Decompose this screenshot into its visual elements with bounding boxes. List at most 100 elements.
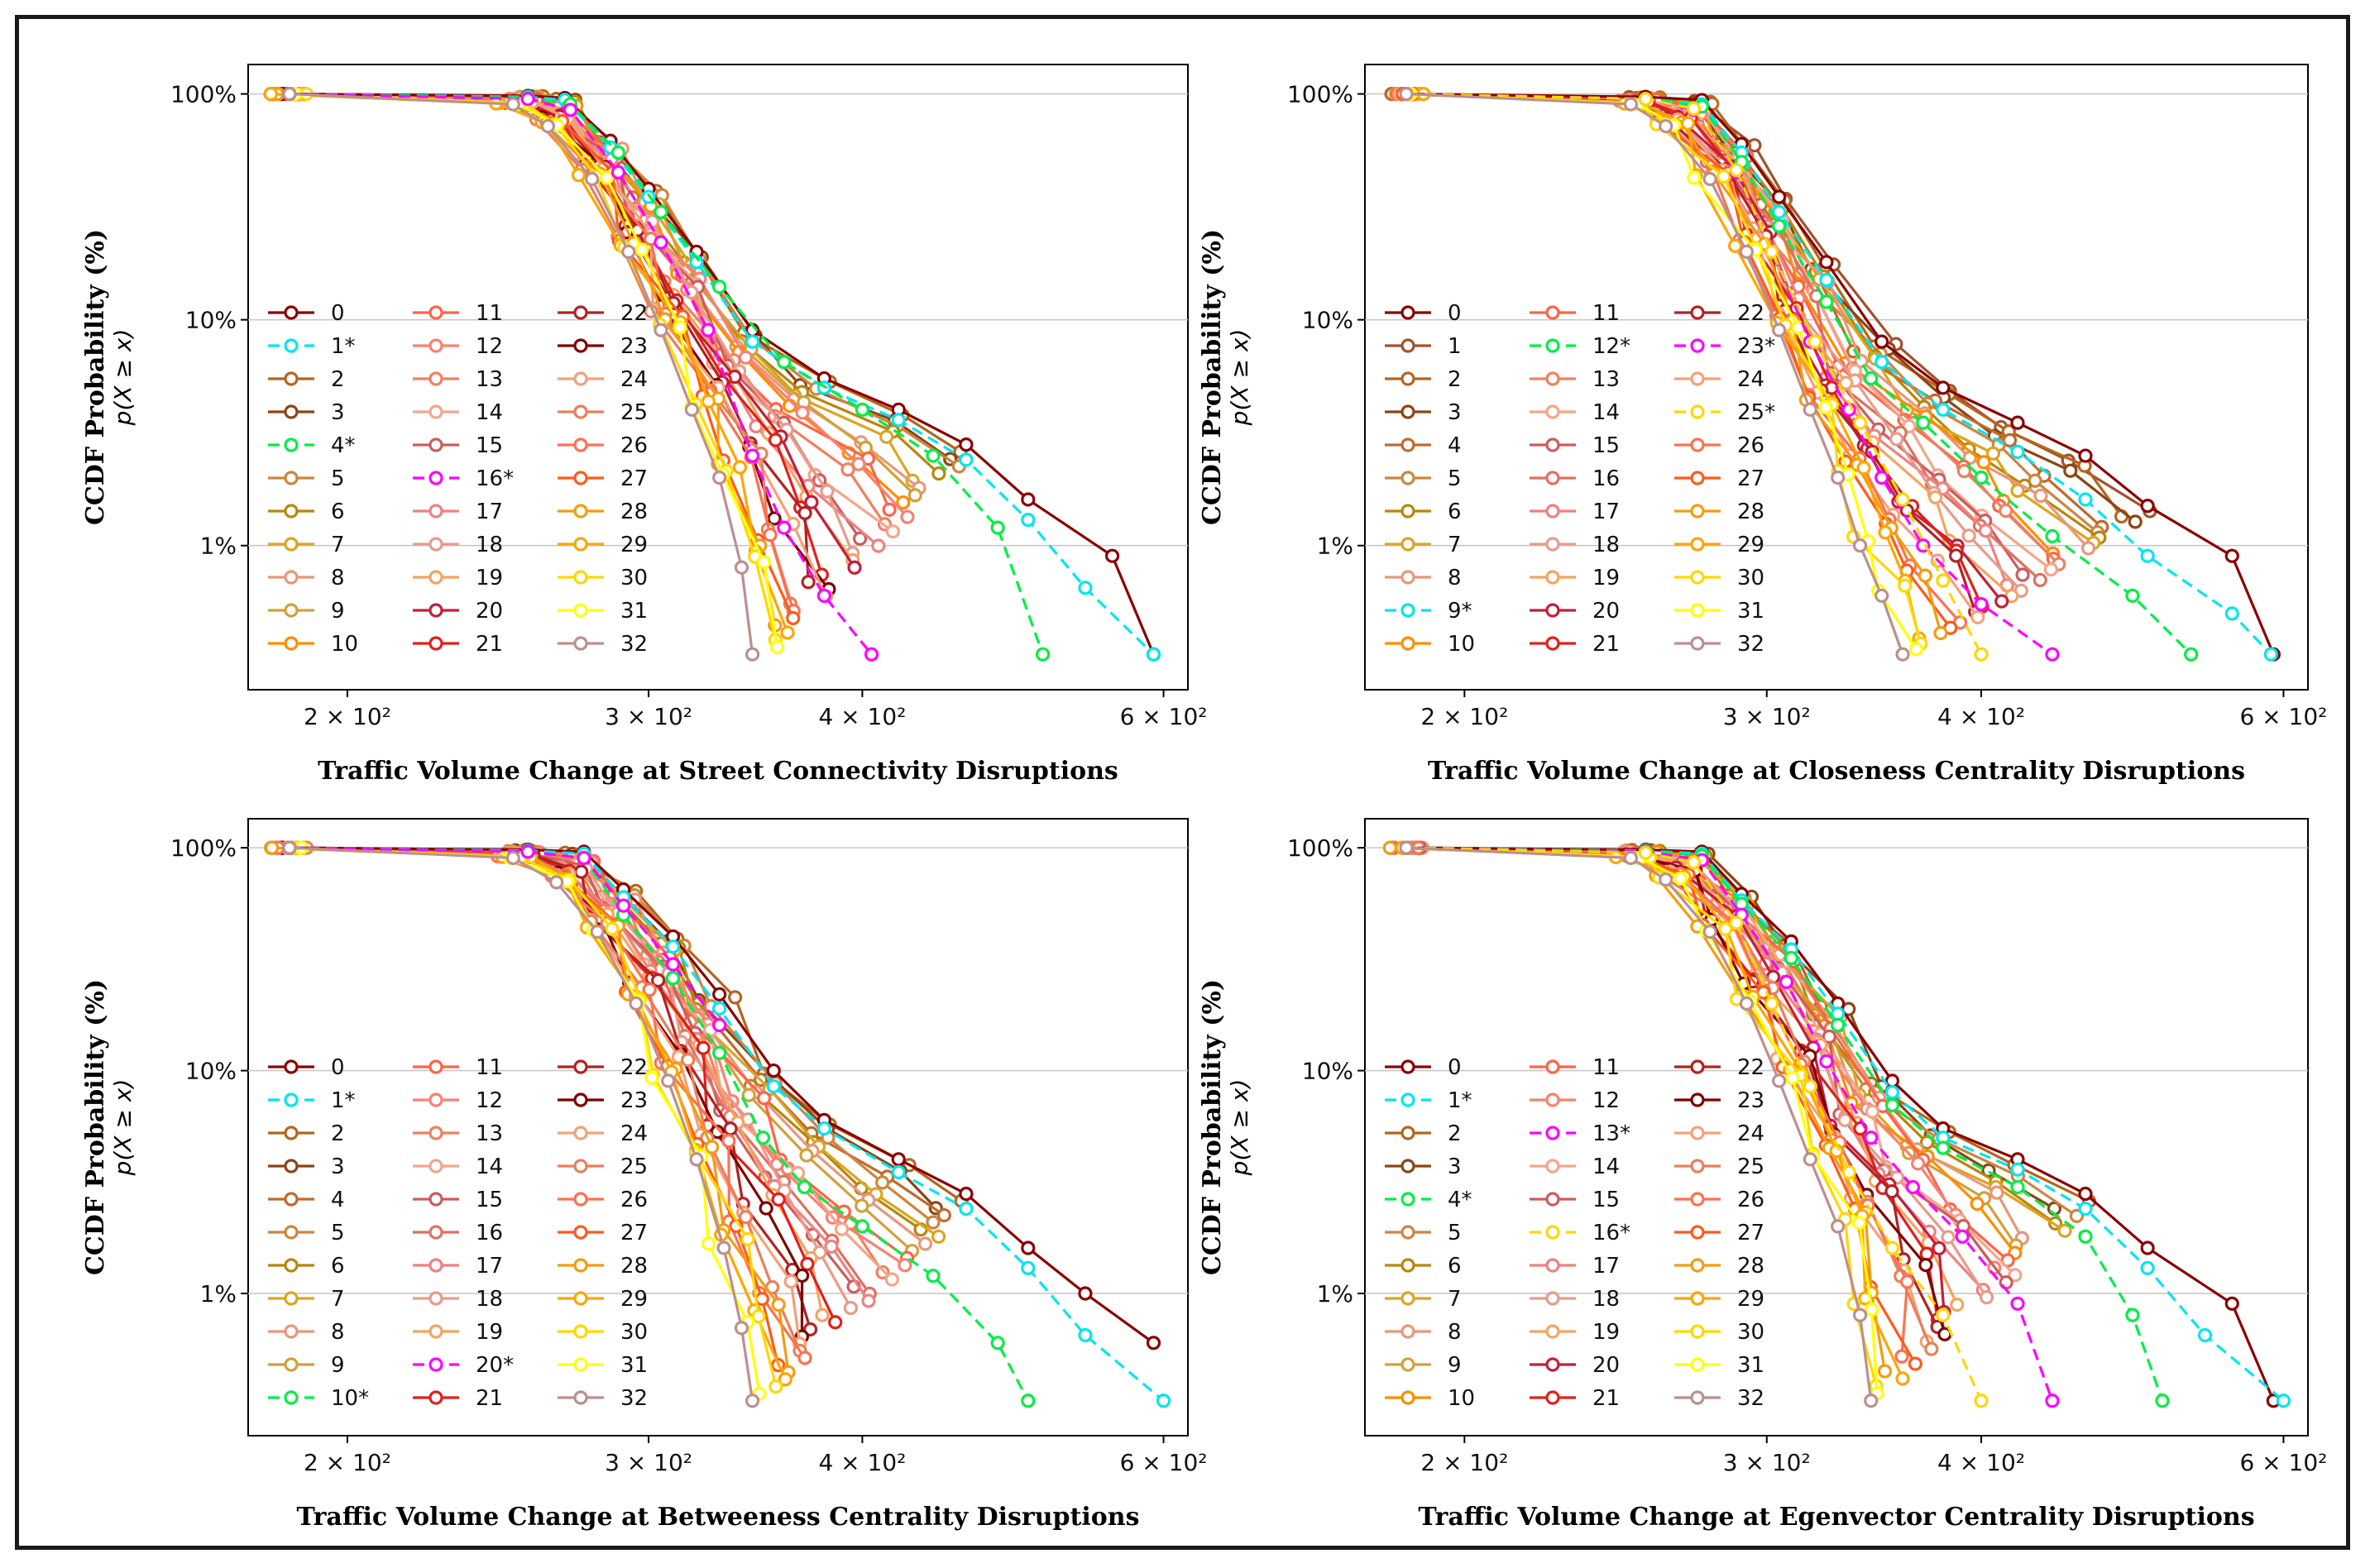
legend-item-4-star: 4* xyxy=(268,433,356,458)
data-point xyxy=(1864,1131,1879,1145)
legend-marker xyxy=(1545,1291,1560,1306)
data-point xyxy=(1803,1078,1817,1094)
series-group xyxy=(1384,86,2281,662)
data-point xyxy=(2032,572,2047,588)
data-point xyxy=(684,402,699,417)
data-point xyxy=(959,1201,974,1217)
data-point xyxy=(1905,1179,1921,1195)
data-point xyxy=(1948,548,1964,563)
legend-item-3: 3 xyxy=(1385,1154,1462,1179)
data-point xyxy=(759,1201,773,1216)
legend-item-11: 11 xyxy=(1530,1055,1620,1080)
legend-marker xyxy=(573,1059,588,1074)
data-point xyxy=(1156,1394,1171,1408)
data-point xyxy=(1686,101,1702,117)
legend-item-21: 21 xyxy=(1530,632,1620,657)
data-point xyxy=(2008,1268,2023,1283)
legend-label: 10* xyxy=(331,1386,369,1411)
data-point xyxy=(610,165,625,179)
series-line xyxy=(283,846,884,1274)
data-point xyxy=(282,840,297,855)
data-point xyxy=(2184,647,2199,662)
legend-marker xyxy=(1545,305,1560,320)
legend-item-17: 17 xyxy=(413,1254,503,1279)
data-point xyxy=(900,509,915,524)
legend-item-26: 26 xyxy=(1674,433,1764,458)
legend-label: 23* xyxy=(1737,334,1775,359)
legend-item-14: 14 xyxy=(413,1154,503,1179)
data-point xyxy=(629,996,644,1011)
legend-label: 16 xyxy=(476,1221,503,1245)
data-point xyxy=(1831,470,1846,485)
legend-label: 1* xyxy=(331,334,356,359)
legend-item-21: 21 xyxy=(413,1386,503,1411)
legend-marker xyxy=(1545,1357,1560,1372)
legend-label: 7 xyxy=(331,1287,345,1312)
legend-item-0: 0 xyxy=(268,1055,345,1080)
data-point xyxy=(847,560,862,575)
legend-label: 25 xyxy=(620,400,648,425)
legend-item-30: 30 xyxy=(558,566,648,590)
legend-marker xyxy=(573,1324,588,1339)
legend-label: 9* xyxy=(1448,599,1472,624)
data-point xyxy=(1702,171,1717,187)
legend-label: 16* xyxy=(476,466,514,491)
legend-marker xyxy=(1690,603,1705,618)
legend-item-17: 17 xyxy=(1530,500,1620,524)
data-point xyxy=(777,520,792,535)
legend-item-18: 18 xyxy=(1530,1287,1620,1312)
x-tick-label: 6 × 10² xyxy=(1120,1449,1208,1476)
data-point xyxy=(654,235,668,250)
legend-item-17: 17 xyxy=(1530,1254,1620,1279)
legend-marker xyxy=(284,305,299,320)
legend-item-21: 21 xyxy=(413,632,503,657)
legend-label: 26 xyxy=(1737,1188,1764,1212)
data-point xyxy=(824,1239,839,1254)
data-point xyxy=(654,323,668,337)
data-point xyxy=(1898,578,1913,593)
data-point xyxy=(1021,512,1036,528)
legend-marker xyxy=(1400,471,1415,485)
data-point xyxy=(799,1148,814,1163)
legend-label: 8 xyxy=(1448,1320,1462,1345)
data-point xyxy=(769,639,785,655)
data-point xyxy=(1928,490,1943,504)
data-point xyxy=(1852,538,1868,553)
legend-marker xyxy=(284,371,299,386)
data-point xyxy=(721,1134,736,1149)
data-point xyxy=(898,1258,912,1273)
legend-item-1-star: 1* xyxy=(268,1088,356,1113)
data-point xyxy=(1021,492,1036,507)
legend-item-13: 13 xyxy=(1530,367,1620,392)
data-point xyxy=(783,1274,798,1289)
x-axis-label: Traffic Volume Change at Egenvector Cent… xyxy=(1418,1503,2254,1532)
legend-item-12: 12 xyxy=(413,1088,503,1113)
x-tick-label: 6 × 10² xyxy=(2239,1449,2327,1476)
legend-marker xyxy=(1545,636,1560,651)
legend-marker xyxy=(284,1126,299,1140)
legend-label: 30 xyxy=(620,1320,648,1345)
data-point xyxy=(1865,1302,1879,1317)
data-point xyxy=(712,470,727,485)
y-axis-label: CCDF Probability (%) xyxy=(81,979,110,1275)
legend-marker xyxy=(284,1092,299,1107)
legend-item-26: 26 xyxy=(558,433,648,458)
legend-marker xyxy=(1690,570,1705,585)
legend-marker xyxy=(573,338,588,353)
data-point xyxy=(1908,642,1924,657)
legend-item-12: 12 xyxy=(1530,1088,1620,1113)
data-point xyxy=(1884,1097,1900,1112)
legend-label: 31 xyxy=(620,599,648,624)
legend-label: 5 xyxy=(1448,1221,1462,1245)
legend-item-0: 0 xyxy=(268,301,345,326)
legend-label: 30 xyxy=(1737,566,1764,590)
legend-label: 31 xyxy=(1737,1353,1764,1378)
legend-marker xyxy=(429,504,443,519)
legend-marker xyxy=(284,636,299,651)
legend-label: 3 xyxy=(331,400,345,425)
legend-label: 4 xyxy=(331,1188,345,1212)
legend-item-30: 30 xyxy=(558,1320,648,1345)
legend-marker xyxy=(1690,305,1705,320)
legend-marker xyxy=(1545,404,1560,419)
legend-label: 4 xyxy=(1448,433,1462,458)
